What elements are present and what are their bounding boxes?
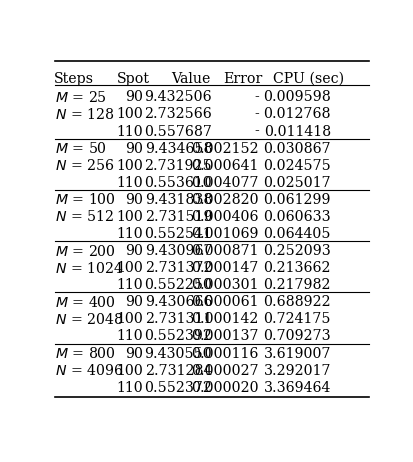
Text: 0.009598: 0.009598 — [263, 91, 330, 104]
Text: 100: 100 — [116, 108, 143, 122]
Text: 0.000406: 0.000406 — [191, 210, 258, 224]
Text: 0.004077: 0.004077 — [191, 176, 258, 190]
Text: 0.011418: 0.011418 — [263, 125, 330, 139]
Text: Value: Value — [171, 72, 211, 85]
Text: 0.060633: 0.060633 — [263, 210, 330, 224]
Text: 9.430666: 9.430666 — [144, 295, 212, 310]
Text: $N$ = 1024: $N$ = 1024 — [55, 261, 123, 276]
Text: 0.000027: 0.000027 — [191, 364, 258, 377]
Text: 110: 110 — [116, 381, 143, 395]
Text: Steps: Steps — [54, 72, 94, 85]
Text: 90: 90 — [125, 295, 143, 310]
Text: 3.619007: 3.619007 — [263, 346, 330, 360]
Text: $M$ = 400: $M$ = 400 — [55, 295, 116, 310]
Text: 100: 100 — [116, 364, 143, 377]
Text: 0.002820: 0.002820 — [191, 193, 258, 207]
Text: $N$ = 4096: $N$ = 4096 — [55, 363, 123, 378]
Text: $M$ = 100: $M$ = 100 — [55, 192, 116, 207]
Text: 0.024575: 0.024575 — [263, 159, 330, 173]
Text: 0.552541: 0.552541 — [144, 227, 212, 241]
Text: Spot: Spot — [117, 72, 150, 85]
Text: 0.000147: 0.000147 — [191, 261, 258, 275]
Text: $N$ = 2048: $N$ = 2048 — [55, 312, 123, 327]
Text: 0.724175: 0.724175 — [263, 312, 330, 326]
Text: 100: 100 — [116, 312, 143, 326]
Text: 100: 100 — [116, 210, 143, 224]
Text: 2.731372: 2.731372 — [144, 261, 212, 275]
Text: 9.430550: 9.430550 — [144, 346, 212, 360]
Text: 9.431838: 9.431838 — [145, 193, 212, 207]
Text: 0.252093: 0.252093 — [263, 244, 330, 258]
Text: -: - — [253, 91, 258, 104]
Text: 0.000116: 0.000116 — [191, 346, 258, 360]
Text: 110: 110 — [116, 278, 143, 292]
Text: 90: 90 — [125, 142, 143, 156]
Text: 0.061299: 0.061299 — [263, 193, 330, 207]
Text: 9.432506: 9.432506 — [144, 91, 212, 104]
Text: 0.552392: 0.552392 — [144, 329, 212, 343]
Text: 100: 100 — [116, 159, 143, 173]
Text: $N$ = 512: $N$ = 512 — [55, 209, 114, 225]
Text: 3.292017: 3.292017 — [263, 364, 330, 377]
Text: 0.064405: 0.064405 — [263, 227, 330, 241]
Text: $N$ = 128: $N$ = 128 — [55, 107, 114, 122]
Text: 0.025017: 0.025017 — [263, 176, 330, 190]
Text: 9.430967: 9.430967 — [144, 244, 212, 258]
Text: 0.217982: 0.217982 — [263, 278, 330, 292]
Text: 90: 90 — [125, 193, 143, 207]
Text: 0.000061: 0.000061 — [191, 295, 258, 310]
Text: 0.000020: 0.000020 — [191, 381, 258, 395]
Text: -: - — [253, 108, 258, 122]
Text: 110: 110 — [116, 329, 143, 343]
Text: 0.688922: 0.688922 — [263, 295, 330, 310]
Text: 100: 100 — [116, 261, 143, 275]
Text: 0.557687: 0.557687 — [144, 125, 212, 139]
Text: 0.709273: 0.709273 — [263, 329, 330, 343]
Text: 0.552250: 0.552250 — [144, 278, 212, 292]
Text: 0.553610: 0.553610 — [144, 176, 212, 190]
Text: 0.000871: 0.000871 — [191, 244, 258, 258]
Text: 0.030867: 0.030867 — [263, 142, 330, 156]
Text: 90: 90 — [125, 244, 143, 258]
Text: 110: 110 — [116, 125, 143, 139]
Text: 0.213662: 0.213662 — [263, 261, 330, 275]
Text: 2.731284: 2.731284 — [145, 364, 212, 377]
Text: $M$ = 800: $M$ = 800 — [55, 346, 116, 361]
Text: 2.731519: 2.731519 — [144, 210, 212, 224]
Text: 3.369464: 3.369464 — [263, 381, 330, 395]
Text: 110: 110 — [116, 176, 143, 190]
Text: CPU (sec): CPU (sec) — [272, 72, 343, 85]
Text: $M$ = 50: $M$ = 50 — [55, 141, 107, 156]
Text: 2.732566: 2.732566 — [144, 108, 212, 122]
Text: 0.012768: 0.012768 — [263, 108, 330, 122]
Text: Error: Error — [223, 72, 262, 85]
Text: 0.000641: 0.000641 — [191, 159, 258, 173]
Text: 0.552372: 0.552372 — [144, 381, 212, 395]
Text: -: - — [253, 125, 258, 139]
Text: 0.000301: 0.000301 — [191, 278, 258, 292]
Text: 110: 110 — [116, 227, 143, 241]
Text: 0.001069: 0.001069 — [191, 227, 258, 241]
Text: $N$ = 256: $N$ = 256 — [55, 158, 114, 173]
Text: 90: 90 — [125, 91, 143, 104]
Text: 0.000142: 0.000142 — [191, 312, 258, 326]
Text: 9.434658: 9.434658 — [144, 142, 212, 156]
Text: 0.000137: 0.000137 — [191, 329, 258, 343]
Text: 0.002152: 0.002152 — [191, 142, 258, 156]
Text: $M$ = 25: $M$ = 25 — [55, 90, 107, 105]
Text: 2.731925: 2.731925 — [144, 159, 212, 173]
Text: 90: 90 — [125, 346, 143, 360]
Text: 2.731311: 2.731311 — [145, 312, 212, 326]
Text: $M$ = 200: $M$ = 200 — [55, 243, 116, 259]
